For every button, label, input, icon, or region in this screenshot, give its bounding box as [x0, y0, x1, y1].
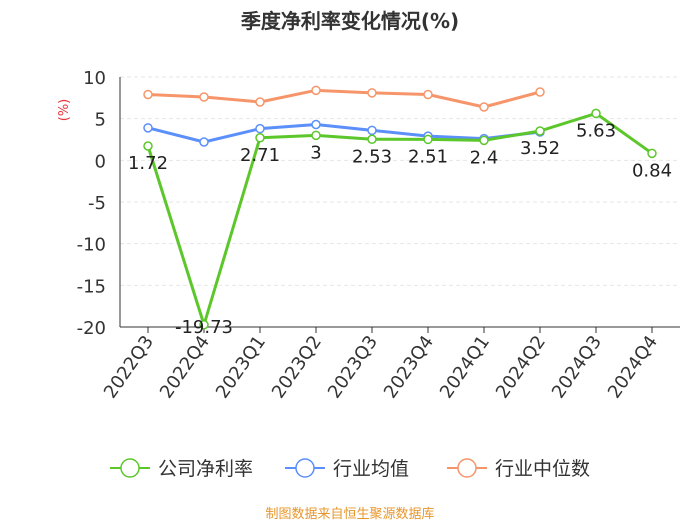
data-point[interactable] — [311, 85, 321, 96]
series-2 — [143, 85, 545, 112]
legend-marker — [457, 458, 477, 478]
y-tick-label: -20 — [77, 318, 106, 339]
data-label: 2.71 — [240, 145, 280, 166]
data-point[interactable] — [423, 134, 433, 145]
data-point[interactable] — [535, 87, 545, 97]
x-tick-label: 2024Q3 — [548, 332, 606, 403]
data-point[interactable] — [367, 88, 377, 98]
x-tick-label: 2024Q2 — [492, 332, 550, 403]
data-point[interactable] — [423, 89, 433, 100]
data-point[interactable] — [199, 320, 209, 330]
series-lines — [143, 85, 657, 330]
data-label: 0.84 — [632, 160, 672, 181]
legend-item[interactable]: 行业中位数 — [447, 458, 590, 480]
legend-item[interactable]: 行业均值 — [285, 458, 409, 480]
x-tick-label: 2023Q1 — [212, 332, 270, 403]
data-point[interactable] — [199, 92, 209, 102]
data-point[interactable] — [367, 134, 377, 144]
series-line — [146, 111, 653, 327]
x-tick-label: 2023Q3 — [324, 332, 382, 403]
data-label: 1.72 — [128, 153, 168, 174]
legend-label: 公司净利率 — [158, 458, 253, 480]
data-point[interactable] — [535, 126, 545, 136]
legend-marker — [295, 458, 315, 478]
data-label: 3 — [310, 142, 321, 163]
source-note: 制图数据来自恒生聚源数据库 — [265, 506, 434, 522]
data-point[interactable] — [311, 130, 321, 141]
y-tick-label: 5 — [95, 110, 106, 131]
data-label: 2.53 — [352, 146, 392, 167]
data-point[interactable] — [647, 148, 657, 159]
x-tick-label: 2023Q4 — [380, 332, 438, 403]
data-point[interactable] — [255, 133, 265, 143]
data-point[interactable] — [255, 123, 265, 134]
data-point[interactable] — [479, 102, 489, 112]
data-point[interactable] — [367, 125, 377, 136]
data-point[interactable] — [255, 97, 265, 107]
x-tick-label: 2024Q1 — [436, 332, 494, 403]
y-axis-label: (%) — [57, 99, 72, 122]
data-point[interactable] — [591, 108, 601, 119]
y-tick-label: 0 — [95, 151, 106, 172]
y-tick-label: 10 — [83, 68, 106, 89]
legend-marker — [120, 458, 140, 478]
x-tick-label: 2022Q4 — [156, 332, 214, 403]
legend-item[interactable]: 公司净利率 — [110, 458, 253, 480]
y-tick-label: -10 — [77, 235, 106, 256]
data-point[interactable] — [143, 89, 153, 100]
data-point[interactable] — [143, 141, 153, 151]
data-point[interactable] — [479, 135, 489, 146]
legend: 公司净利率 行业均值 行业中位数 — [110, 458, 590, 480]
data-point[interactable] — [143, 123, 153, 133]
data-point[interactable] — [311, 119, 321, 130]
series-0 — [143, 108, 657, 330]
x-tick-label: 2024Q4 — [604, 332, 662, 403]
y-tick-label: -15 — [77, 276, 106, 297]
legend-label: 行业中位数 — [495, 458, 590, 480]
axes: 1050-5-10-15-202022Q32022Q42023Q12023Q22… — [77, 68, 680, 402]
data-label: 2.4 — [470, 147, 499, 168]
data-label: 5.63 — [576, 120, 616, 141]
data-point[interactable] — [199, 137, 209, 147]
series-line — [147, 88, 541, 109]
series-line — [147, 123, 541, 144]
chart-title: 季度净利率变化情况(%) — [240, 9, 459, 33]
data-label: 3.52 — [520, 138, 560, 159]
x-tick-label: 2023Q2 — [268, 332, 326, 403]
data-label: 2.51 — [408, 146, 448, 167]
data-labels: 1.72 -19.73 2.71 3 2.53 2.51 2.4 3.52 5.63 0.84 — [128, 120, 672, 337]
legend-label: 行业均值 — [333, 458, 409, 480]
x-tick-label: 2022Q3 — [100, 332, 158, 403]
data-label: -19.73 — [175, 317, 233, 338]
y-tick-label: -5 — [88, 193, 106, 214]
